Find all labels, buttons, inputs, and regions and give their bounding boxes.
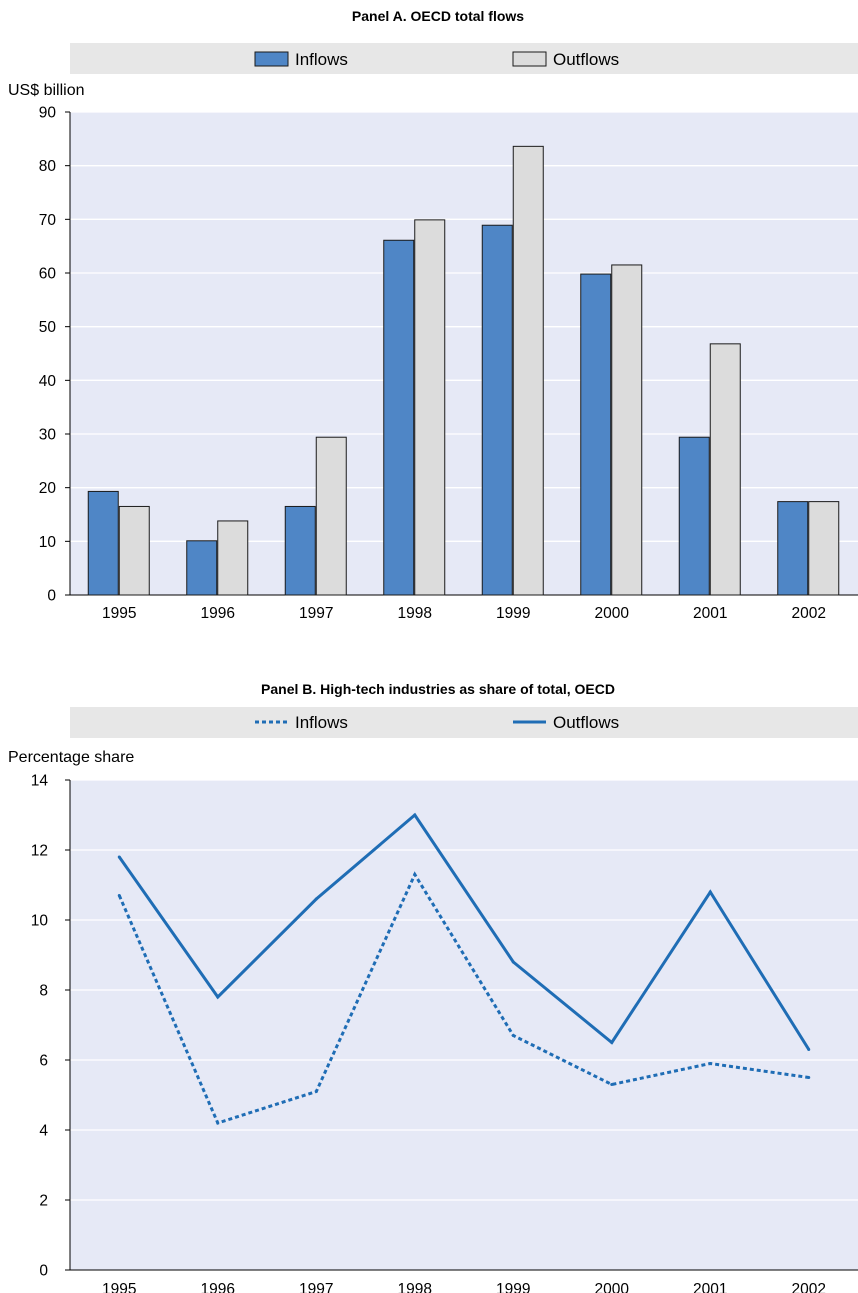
bar-inflows (186, 540, 218, 596)
x-tick-label: 2000 (595, 1281, 630, 1293)
legend-label-inflows: Inflows (295, 713, 348, 732)
bar-inflows (777, 501, 809, 596)
x-tick-label: 1995 (102, 605, 136, 620)
bar-outflows (118, 505, 150, 596)
panel-b-title: Panel B. High-tech industries as share o… (261, 681, 615, 697)
legend-swatch-inflows (254, 51, 289, 67)
x-tick-label: 2001 (693, 605, 727, 620)
bar-outflows (709, 343, 741, 596)
bar-outflows (315, 436, 347, 596)
y-tick-label: 10 (31, 913, 49, 930)
x-tick-label: 1998 (398, 1281, 432, 1293)
point-outflows (708, 890, 712, 894)
bar-inflows (284, 505, 316, 596)
y-tick-label: 0 (47, 588, 56, 605)
bar-outflows (808, 501, 840, 596)
y-tick-label: 10 (39, 534, 57, 551)
legend-label-outflows: Outflows (553, 50, 619, 69)
legend-swatch-outflows (512, 51, 547, 67)
panel-a-legend: Inflows Outflows (254, 50, 619, 69)
y-tick-label: 8 (39, 983, 48, 1000)
x-tick-label: 1997 (299, 605, 333, 620)
bar-inflows (678, 436, 710, 596)
point-inflows (807, 1076, 811, 1079)
panel-b-legend: Inflows Outflows (255, 713, 619, 732)
bar-inflows (481, 224, 513, 596)
bar-inflows (580, 273, 612, 596)
point-inflows (610, 1083, 614, 1086)
y-tick-label: 2 (39, 1193, 48, 1210)
panel-b-plot: 0 2 4 6 8 10 12 14 1995 1996 1997 1998 1999 2000 2001 2… (31, 773, 858, 1293)
legend-label-inflows: Inflows (295, 50, 348, 69)
plot-background (70, 780, 858, 1270)
point-inflows (314, 1090, 318, 1093)
point-inflows (708, 1062, 712, 1065)
panel-a-title: Panel A. OECD total flows (352, 8, 524, 24)
y-tick-label: 14 (31, 773, 49, 790)
x-tick-label: 1996 (201, 1281, 235, 1293)
y-tick-label: 6 (39, 1053, 48, 1070)
point-inflows (216, 1121, 220, 1125)
y-tick-label: 50 (39, 319, 57, 336)
y-tick-label: 40 (39, 373, 57, 390)
line-outflows (118, 812, 811, 1051)
x-tick-label: 1997 (299, 1281, 333, 1293)
x-tick-label: 2000 (595, 605, 630, 620)
y-tick-label: 20 (39, 480, 57, 497)
y-tick-label: 80 (39, 158, 57, 175)
point-outflows (314, 897, 318, 901)
x-tick-label: 2001 (693, 1281, 727, 1293)
point-outflows (511, 960, 515, 964)
panel-b-legend-bar (70, 707, 858, 738)
point-outflows (413, 813, 417, 817)
bar-outflows (414, 219, 446, 596)
bar-outflows (512, 145, 544, 596)
point-outflows (807, 1048, 811, 1051)
bar-inflows (87, 490, 119, 596)
y-tick-label: 0 (39, 1263, 48, 1280)
bar-inflows (383, 239, 415, 596)
x-tick-label: 2002 (792, 605, 826, 620)
x-tick-label: 1999 (496, 605, 530, 620)
panel-a-legend-bar (70, 43, 858, 74)
y-tick-label: 60 (39, 266, 57, 283)
y-tick-label: 90 (39, 105, 57, 122)
y-tick-label: 12 (31, 843, 48, 860)
y-tick-label: 30 (39, 427, 57, 444)
point-outflows (216, 995, 220, 999)
y-tick-label: 70 (39, 212, 57, 229)
panel-a-chart: Panel A. OECD total flows Inflows Outflow… (8, 8, 858, 620)
point-inflows (511, 1034, 515, 1037)
bar-outflows (217, 520, 249, 596)
bar-outflows (611, 264, 643, 596)
panel-b-y-unit: Percentage share (8, 749, 134, 766)
panel-a-y-unit: US$ billion (8, 82, 84, 99)
x-tick-label: 1996 (201, 605, 235, 620)
point-outflows (610, 1041, 614, 1044)
legend-label-outflows: Outflows (553, 713, 619, 732)
x-tick-label: 1999 (496, 1281, 530, 1293)
x-tick-label: 2002 (792, 1281, 826, 1293)
y-tick-label: 4 (39, 1123, 48, 1140)
panel-a-plot: 0 10 20 30 40 50 60 70 80 90 1995 1996 1997 1998 1999 2… (39, 105, 858, 620)
x-tick-label: 1995 (102, 1281, 136, 1293)
point-outflows (117, 855, 121, 859)
point-inflows (117, 894, 121, 897)
point-inflows (413, 873, 417, 876)
panel-b-chart: Panel B. High-tech industries as share o… (8, 681, 858, 1293)
x-tick-label: 1998 (398, 605, 432, 620)
